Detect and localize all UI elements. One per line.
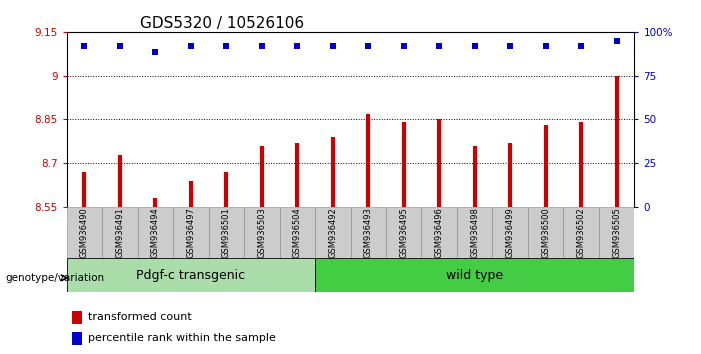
Point	[362, 44, 374, 49]
Point	[540, 44, 551, 49]
Bar	[564, 207, 599, 258]
Text: genotype/variation: genotype/variation	[6, 273, 104, 283]
Text: GSM936493: GSM936493	[364, 207, 373, 258]
Text: Pdgf-c transgenic: Pdgf-c transgenic	[136, 269, 245, 282]
Point	[150, 50, 161, 55]
Bar	[244, 207, 280, 258]
Bar	[386, 207, 421, 258]
Text: GSM936491: GSM936491	[116, 207, 124, 258]
Text: GSM936498: GSM936498	[470, 207, 479, 258]
Bar	[599, 207, 634, 258]
Point	[398, 44, 409, 49]
Text: transformed count: transformed count	[88, 312, 191, 322]
Bar	[102, 207, 137, 258]
Text: GSM936502: GSM936502	[577, 207, 585, 258]
Text: GSM936501: GSM936501	[222, 207, 231, 258]
Point	[469, 44, 480, 49]
Text: GSM936492: GSM936492	[328, 207, 337, 258]
Point	[292, 44, 303, 49]
Text: GSM936505: GSM936505	[612, 207, 621, 258]
Bar	[67, 258, 315, 292]
Bar	[350, 207, 386, 258]
Text: GSM936504: GSM936504	[293, 207, 301, 258]
Text: GSM936496: GSM936496	[435, 207, 444, 258]
Bar	[67, 207, 102, 258]
Text: GSM936499: GSM936499	[505, 207, 515, 258]
Text: GSM936497: GSM936497	[186, 207, 196, 258]
Point	[256, 44, 267, 49]
Text: wild type: wild type	[446, 269, 503, 282]
Text: GSM936503: GSM936503	[257, 207, 266, 258]
Bar	[315, 207, 350, 258]
Bar	[457, 207, 492, 258]
Bar	[492, 207, 528, 258]
Text: GSM936500: GSM936500	[541, 207, 550, 258]
Text: GDS5320 / 10526106: GDS5320 / 10526106	[140, 16, 304, 31]
Point	[221, 44, 232, 49]
Bar	[72, 332, 82, 345]
Point	[327, 44, 339, 49]
Text: percentile rank within the sample: percentile rank within the sample	[88, 333, 275, 343]
Point	[611, 38, 622, 44]
Point	[505, 44, 516, 49]
Text: GSM936494: GSM936494	[151, 207, 160, 258]
Text: GSM936495: GSM936495	[400, 207, 408, 258]
Point	[114, 44, 125, 49]
Bar	[280, 207, 315, 258]
Text: GSM936490: GSM936490	[80, 207, 89, 258]
Point	[576, 44, 587, 49]
Point	[434, 44, 445, 49]
Bar	[315, 258, 634, 292]
Bar	[72, 311, 82, 324]
Bar	[137, 207, 173, 258]
Bar	[528, 207, 564, 258]
Bar	[209, 207, 244, 258]
Point	[79, 44, 90, 49]
Bar	[421, 207, 457, 258]
Point	[185, 44, 196, 49]
Bar	[173, 207, 209, 258]
